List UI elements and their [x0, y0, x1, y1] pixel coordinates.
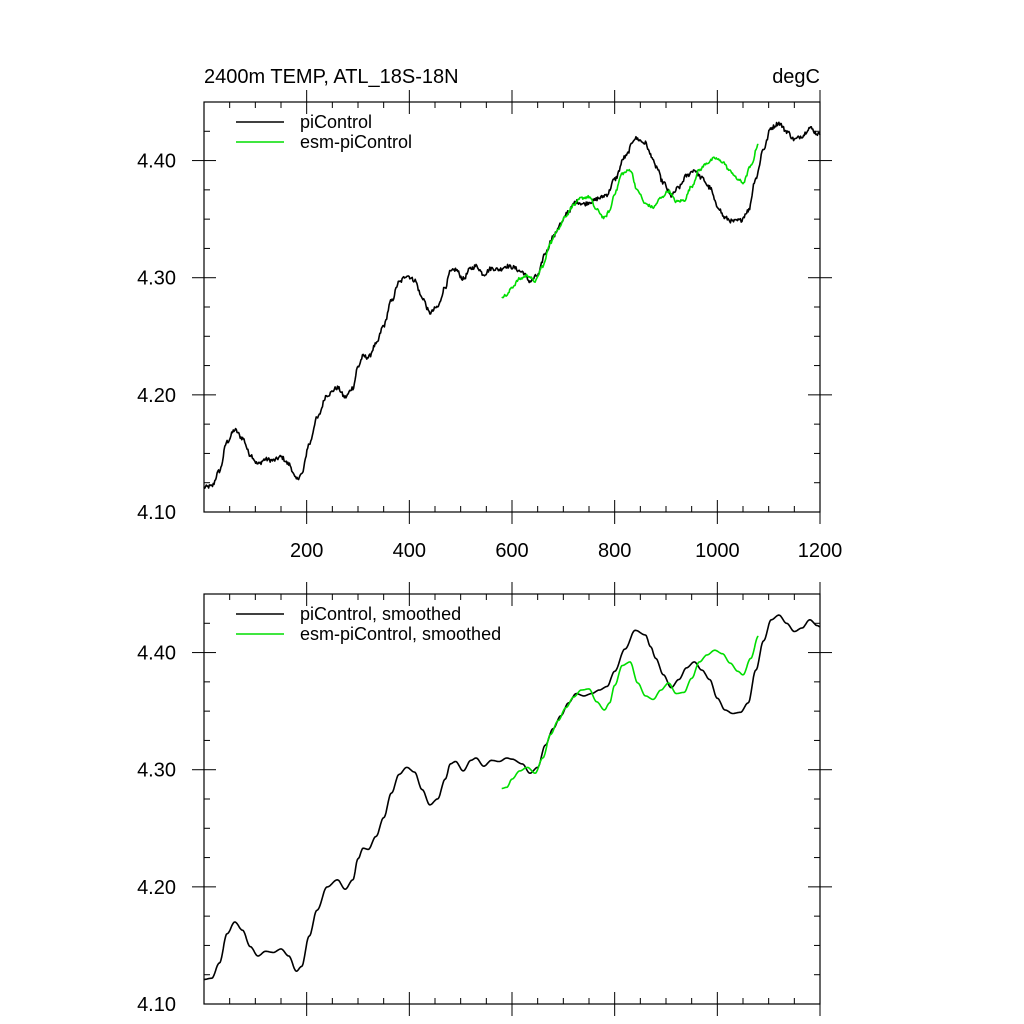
x-tick-label: 200 — [290, 540, 323, 562]
x-tick-label: 1000 — [695, 540, 740, 562]
bottom-panel: 4.10 4.20 4.30 4.40 piControl, smoothedesm-p… — [137, 582, 832, 1016]
y-tick-label: 4.30 — [137, 760, 176, 782]
y-tick-label: 4.20 — [137, 385, 176, 407]
y-tick-label: 4.20 — [137, 877, 176, 899]
series-line-esm-picontrol — [501, 143, 759, 299]
legend-label: piControl, smoothed — [300, 604, 461, 624]
y-tick-label: 4.10 — [137, 994, 176, 1016]
y-tick-label: 4.10 — [137, 502, 176, 524]
x-tick-label: 600 — [495, 540, 528, 562]
x-tick-label: 1200 — [798, 540, 843, 562]
x-tick-label: 800 — [598, 540, 631, 562]
legend-label: piControl — [300, 112, 372, 132]
x-tick-label: 400 — [393, 540, 426, 562]
series-line-esm-picontrol-smoothed — [501, 635, 759, 790]
y-tick-label: 4.30 — [137, 268, 176, 290]
top-panel: 2400m TEMP, ATL_18S-18N degC 4.10 4.20 4.3… — [137, 66, 842, 562]
chart-title-left: 2400m TEMP, ATL_18S-18N — [204, 66, 459, 88]
legend-label: esm-piControl — [300, 132, 412, 152]
series-line-picontrol-smoothed — [204, 614, 821, 981]
y-tick-label: 4.40 — [137, 151, 176, 173]
series-line-picontrol — [203, 121, 821, 490]
chart-units-label: degC — [772, 66, 820, 88]
y-tick-label: 4.40 — [137, 643, 176, 665]
legend-label: esm-piControl, smoothed — [300, 624, 501, 644]
